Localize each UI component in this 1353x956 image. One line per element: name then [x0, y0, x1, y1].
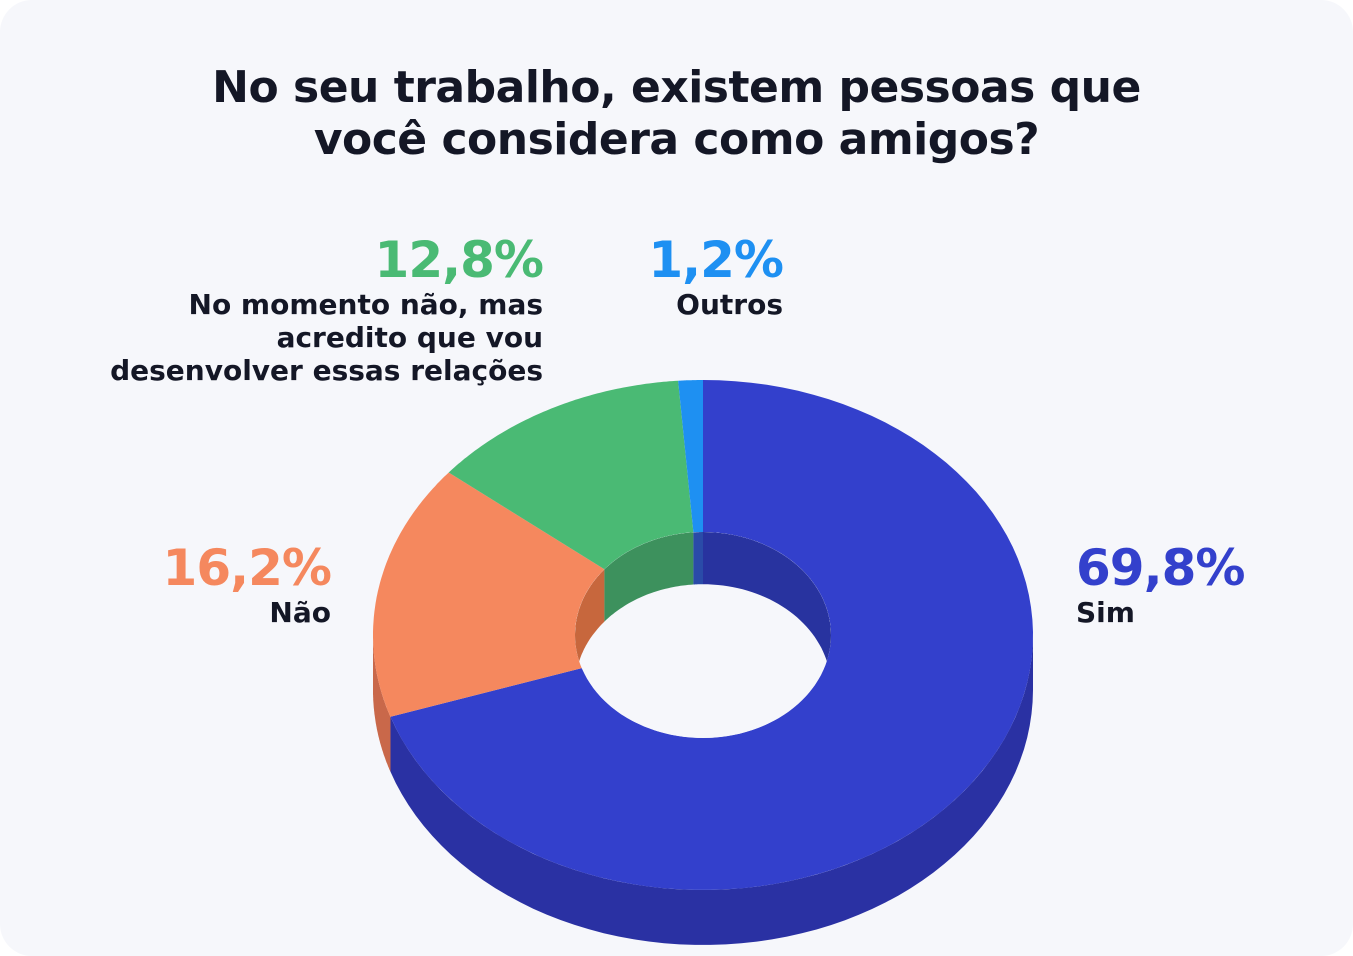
slice-value-nao: 16,2% — [162, 539, 332, 597]
slice-neutral — [448, 380, 694, 570]
slice-name-neutral-line-2: acredito que vou — [276, 321, 543, 354]
slice-name-outros: Outros — [676, 288, 783, 321]
slice-inner-wall-nao — [575, 569, 605, 688]
slice-label-group-outros: 1,2% Outros — [648, 231, 784, 321]
donut-sides — [373, 635, 1033, 945]
donut-tops — [373, 380, 1033, 890]
chart-title: No seu trabalho, existem pessoas que voc… — [0, 62, 1353, 166]
slice-label-group-nao: 16,2% Não — [162, 539, 332, 629]
slice-inner-wall-sim — [703, 532, 831, 688]
slice-inner-wall-outros — [693, 532, 703, 585]
slice-side-nao — [373, 635, 391, 772]
slice-outros — [678, 380, 703, 533]
slice-value-neutral: 12,8% — [374, 231, 544, 289]
chart-title-line-1: No seu trabalho, existem pessoas que — [212, 62, 1141, 113]
slice-inner-wall-neutral — [604, 532, 694, 622]
chart-title-line-2: você considera como amigos? — [313, 114, 1040, 165]
slice-name-sim: Sim — [1076, 596, 1135, 629]
slice-value-sim: 69,8% — [1076, 539, 1245, 597]
slice-name-nao: Não — [269, 596, 331, 629]
slice-value-outros: 1,2% — [648, 231, 784, 289]
slice-sim — [390, 380, 1033, 890]
donut-hole — [575, 532, 831, 738]
slice-nao — [373, 472, 605, 717]
slice-name-neutral-line-3: desenvolver essas relações — [110, 354, 543, 387]
slice-side-sim — [390, 635, 1033, 945]
slice-name-neutral-line-1: No momento não, mas — [188, 288, 543, 321]
slice-label-group-neutral: 12,8% No momento não, mas acredito que v… — [110, 231, 544, 387]
slice-label-group-sim: 69,8% Sim — [1076, 539, 1245, 629]
